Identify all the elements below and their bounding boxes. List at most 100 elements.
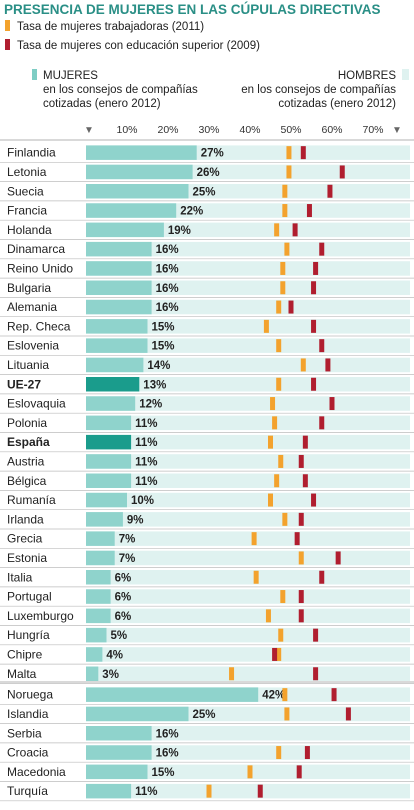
women-value-label: 7% — [119, 553, 136, 565]
country-label: Irlanda — [7, 512, 44, 526]
women-bar — [86, 396, 136, 411]
men-bar — [86, 261, 410, 276]
legend-education-swatch — [5, 39, 10, 50]
chart-row: 7% Estonia — [0, 550, 414, 568]
women-bar — [86, 589, 111, 604]
country-label: Suecia — [7, 184, 44, 198]
men-bar — [86, 512, 410, 527]
country-label: Eslovenia — [7, 339, 59, 353]
country-label: Bulgaria — [7, 281, 51, 295]
country-label: Reino Unido — [7, 261, 73, 275]
women-bar — [86, 164, 193, 180]
workers-marker — [278, 628, 284, 642]
women-value-label: 11% — [135, 786, 157, 798]
header-women-swatch — [32, 69, 37, 80]
men-bar — [86, 589, 410, 604]
legend: Tasa de mujeres trabajadoras (2011) Tasa… — [5, 20, 260, 52]
women-bar — [86, 338, 148, 353]
women-bar — [86, 415, 132, 431]
header-men-swatch — [402, 69, 409, 80]
workers-marker — [280, 261, 286, 275]
education-marker — [319, 570, 325, 584]
women-bar — [86, 550, 115, 566]
men-bar — [86, 319, 410, 334]
header-men: HOMBRES en los consejos de compañías cot… — [241, 69, 409, 110]
chart-row: 9% Irlanda — [0, 512, 414, 530]
header-women: MUJERES en los consejos de compañías cot… — [32, 69, 198, 110]
women-value-label: 26% — [197, 167, 220, 179]
men-bar — [86, 377, 410, 392]
education-marker — [325, 358, 331, 372]
chart-row: 7% Grecia — [0, 531, 414, 549]
education-marker — [311, 281, 317, 295]
men-bar — [86, 627, 410, 643]
women-value-label: 6% — [115, 611, 132, 623]
workers-marker — [286, 165, 292, 179]
country-label: Alemania — [7, 300, 57, 314]
workers-marker — [300, 358, 306, 372]
education-marker — [313, 261, 319, 275]
women-bar — [86, 647, 103, 662]
women-value-label: 14% — [147, 360, 170, 372]
workers-marker — [276, 377, 282, 391]
men-bar — [86, 745, 410, 760]
men-bar — [86, 241, 410, 257]
women-value-label: 16% — [156, 302, 179, 314]
chart-row: 6% Italia — [0, 570, 414, 588]
women-bar — [86, 184, 189, 199]
education-marker — [306, 204, 312, 218]
country-label: Rumanía — [7, 493, 56, 507]
chart-row: 26% Letonia — [0, 164, 414, 182]
women-value-label: 15% — [152, 341, 175, 353]
men-bar — [86, 550, 410, 566]
workers-marker — [282, 512, 288, 526]
chart-row: 14% Lituania — [0, 357, 414, 375]
workers-marker — [274, 474, 280, 488]
country-label: Hungría — [7, 628, 50, 642]
education-marker — [257, 784, 263, 798]
women-bar — [86, 241, 152, 257]
chart-row: 16% Alemania — [0, 299, 414, 318]
men-bar — [86, 338, 410, 353]
header-women-title: MUJERES — [43, 70, 98, 82]
chart-row: 16% Dinamarca — [0, 241, 414, 260]
workers-marker — [298, 551, 304, 565]
education-marker — [311, 493, 317, 507]
chart-row: 6% Portugal — [0, 589, 414, 607]
chart-row: 13% UE-27 — [0, 377, 414, 395]
men-bar — [86, 299, 410, 315]
x-tick-label: 10% — [116, 124, 137, 136]
education-marker — [298, 609, 304, 623]
country-label: Dinamarca — [7, 242, 65, 256]
education-marker — [298, 590, 304, 604]
x-tick-label: 70% — [362, 124, 383, 136]
women-bar — [86, 726, 152, 741]
workers-marker — [286, 146, 292, 160]
women-bar — [86, 377, 140, 392]
men-bar — [86, 608, 410, 624]
education-marker — [272, 647, 278, 661]
education-marker — [292, 223, 298, 237]
women-bar — [86, 764, 148, 780]
women-value-label: 25% — [193, 186, 216, 198]
men-bar — [86, 570, 410, 585]
education-marker — [300, 146, 306, 160]
workers-marker — [276, 647, 282, 661]
legend-workers-swatch — [5, 20, 10, 31]
men-bar — [86, 415, 410, 431]
x-tick-label: 20% — [157, 124, 178, 136]
women-value-label: 11% — [135, 418, 157, 430]
women-value-label: 22% — [180, 206, 203, 218]
men-bar — [86, 783, 410, 799]
education-marker — [319, 242, 325, 256]
men-bar — [86, 666, 410, 681]
women-value-label: 25% — [193, 709, 216, 721]
workers-marker — [276, 746, 282, 760]
country-label: Finlandia — [7, 146, 56, 160]
women-value-label: 4% — [106, 649, 123, 661]
workers-marker — [280, 590, 286, 604]
women-value-label: 12% — [139, 399, 162, 411]
country-label: Bélgica — [7, 474, 47, 488]
women-bar — [86, 222, 164, 238]
legend-workers-label: Tasa de mujeres trabajadoras (2011) — [17, 21, 204, 33]
